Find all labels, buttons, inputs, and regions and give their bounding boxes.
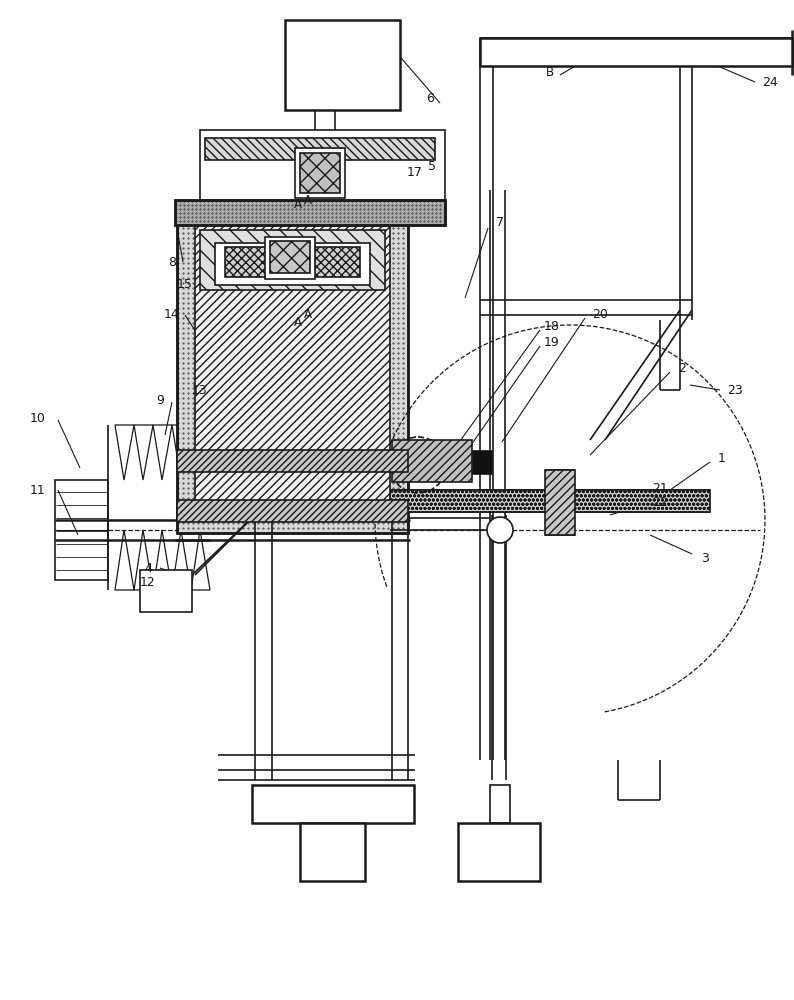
Bar (458, 823, 540, 881)
Text: 9: 9 (156, 393, 164, 406)
Bar (390, 490, 710, 512)
Text: 7: 7 (496, 216, 504, 229)
Text: A: A (294, 198, 302, 212)
Text: 14: 14 (164, 308, 180, 322)
Text: 2: 2 (678, 361, 686, 374)
Bar (177, 207, 408, 533)
Text: 18: 18 (544, 320, 560, 332)
Text: 22: 22 (652, 495, 668, 508)
Polygon shape (172, 530, 191, 590)
Bar (225, 247, 360, 277)
Bar (300, 153, 340, 193)
Text: 15: 15 (177, 278, 193, 292)
Polygon shape (115, 530, 134, 590)
Text: 17: 17 (407, 166, 423, 180)
Text: A: A (304, 194, 312, 207)
Bar (215, 243, 370, 285)
Text: 1: 1 (718, 452, 726, 464)
Text: 24: 24 (762, 76, 778, 89)
Bar (265, 237, 315, 279)
Text: B: B (546, 66, 554, 79)
Polygon shape (191, 530, 210, 590)
Text: 4: 4 (144, 562, 152, 574)
Polygon shape (172, 425, 191, 480)
Bar (177, 207, 408, 533)
Polygon shape (191, 425, 210, 480)
Polygon shape (115, 425, 134, 480)
Bar (205, 138, 435, 160)
Text: 13: 13 (192, 383, 208, 396)
Bar (545, 470, 575, 535)
Text: 23: 23 (727, 383, 743, 396)
Circle shape (487, 517, 513, 543)
Polygon shape (153, 425, 172, 480)
Bar (295, 148, 345, 198)
Polygon shape (134, 425, 153, 480)
Bar (195, 225, 390, 515)
Bar (177, 450, 408, 472)
Text: 21: 21 (652, 482, 668, 494)
Polygon shape (134, 530, 153, 590)
Bar (285, 20, 400, 110)
Text: 10: 10 (30, 412, 46, 424)
Bar (140, 570, 192, 612)
Bar (175, 200, 445, 225)
Text: 6: 6 (426, 92, 434, 104)
Bar (200, 230, 385, 290)
Bar (472, 450, 492, 474)
Bar (55, 480, 108, 580)
Bar (270, 241, 310, 273)
Text: 12: 12 (140, 576, 156, 588)
Text: 3: 3 (701, 552, 709, 564)
Bar (480, 38, 792, 66)
Text: 19: 19 (544, 336, 560, 349)
Text: A: A (294, 316, 302, 328)
Bar (392, 440, 472, 482)
Bar (300, 823, 365, 881)
Text: 20: 20 (592, 308, 608, 322)
Bar (177, 500, 408, 522)
Text: 11: 11 (30, 484, 46, 496)
Bar (200, 130, 445, 200)
Bar (252, 785, 414, 823)
Text: 5: 5 (428, 160, 436, 174)
Bar (490, 785, 510, 823)
Bar (175, 200, 445, 225)
Text: A: A (304, 308, 312, 322)
Polygon shape (153, 530, 172, 590)
Text: 8: 8 (168, 255, 176, 268)
